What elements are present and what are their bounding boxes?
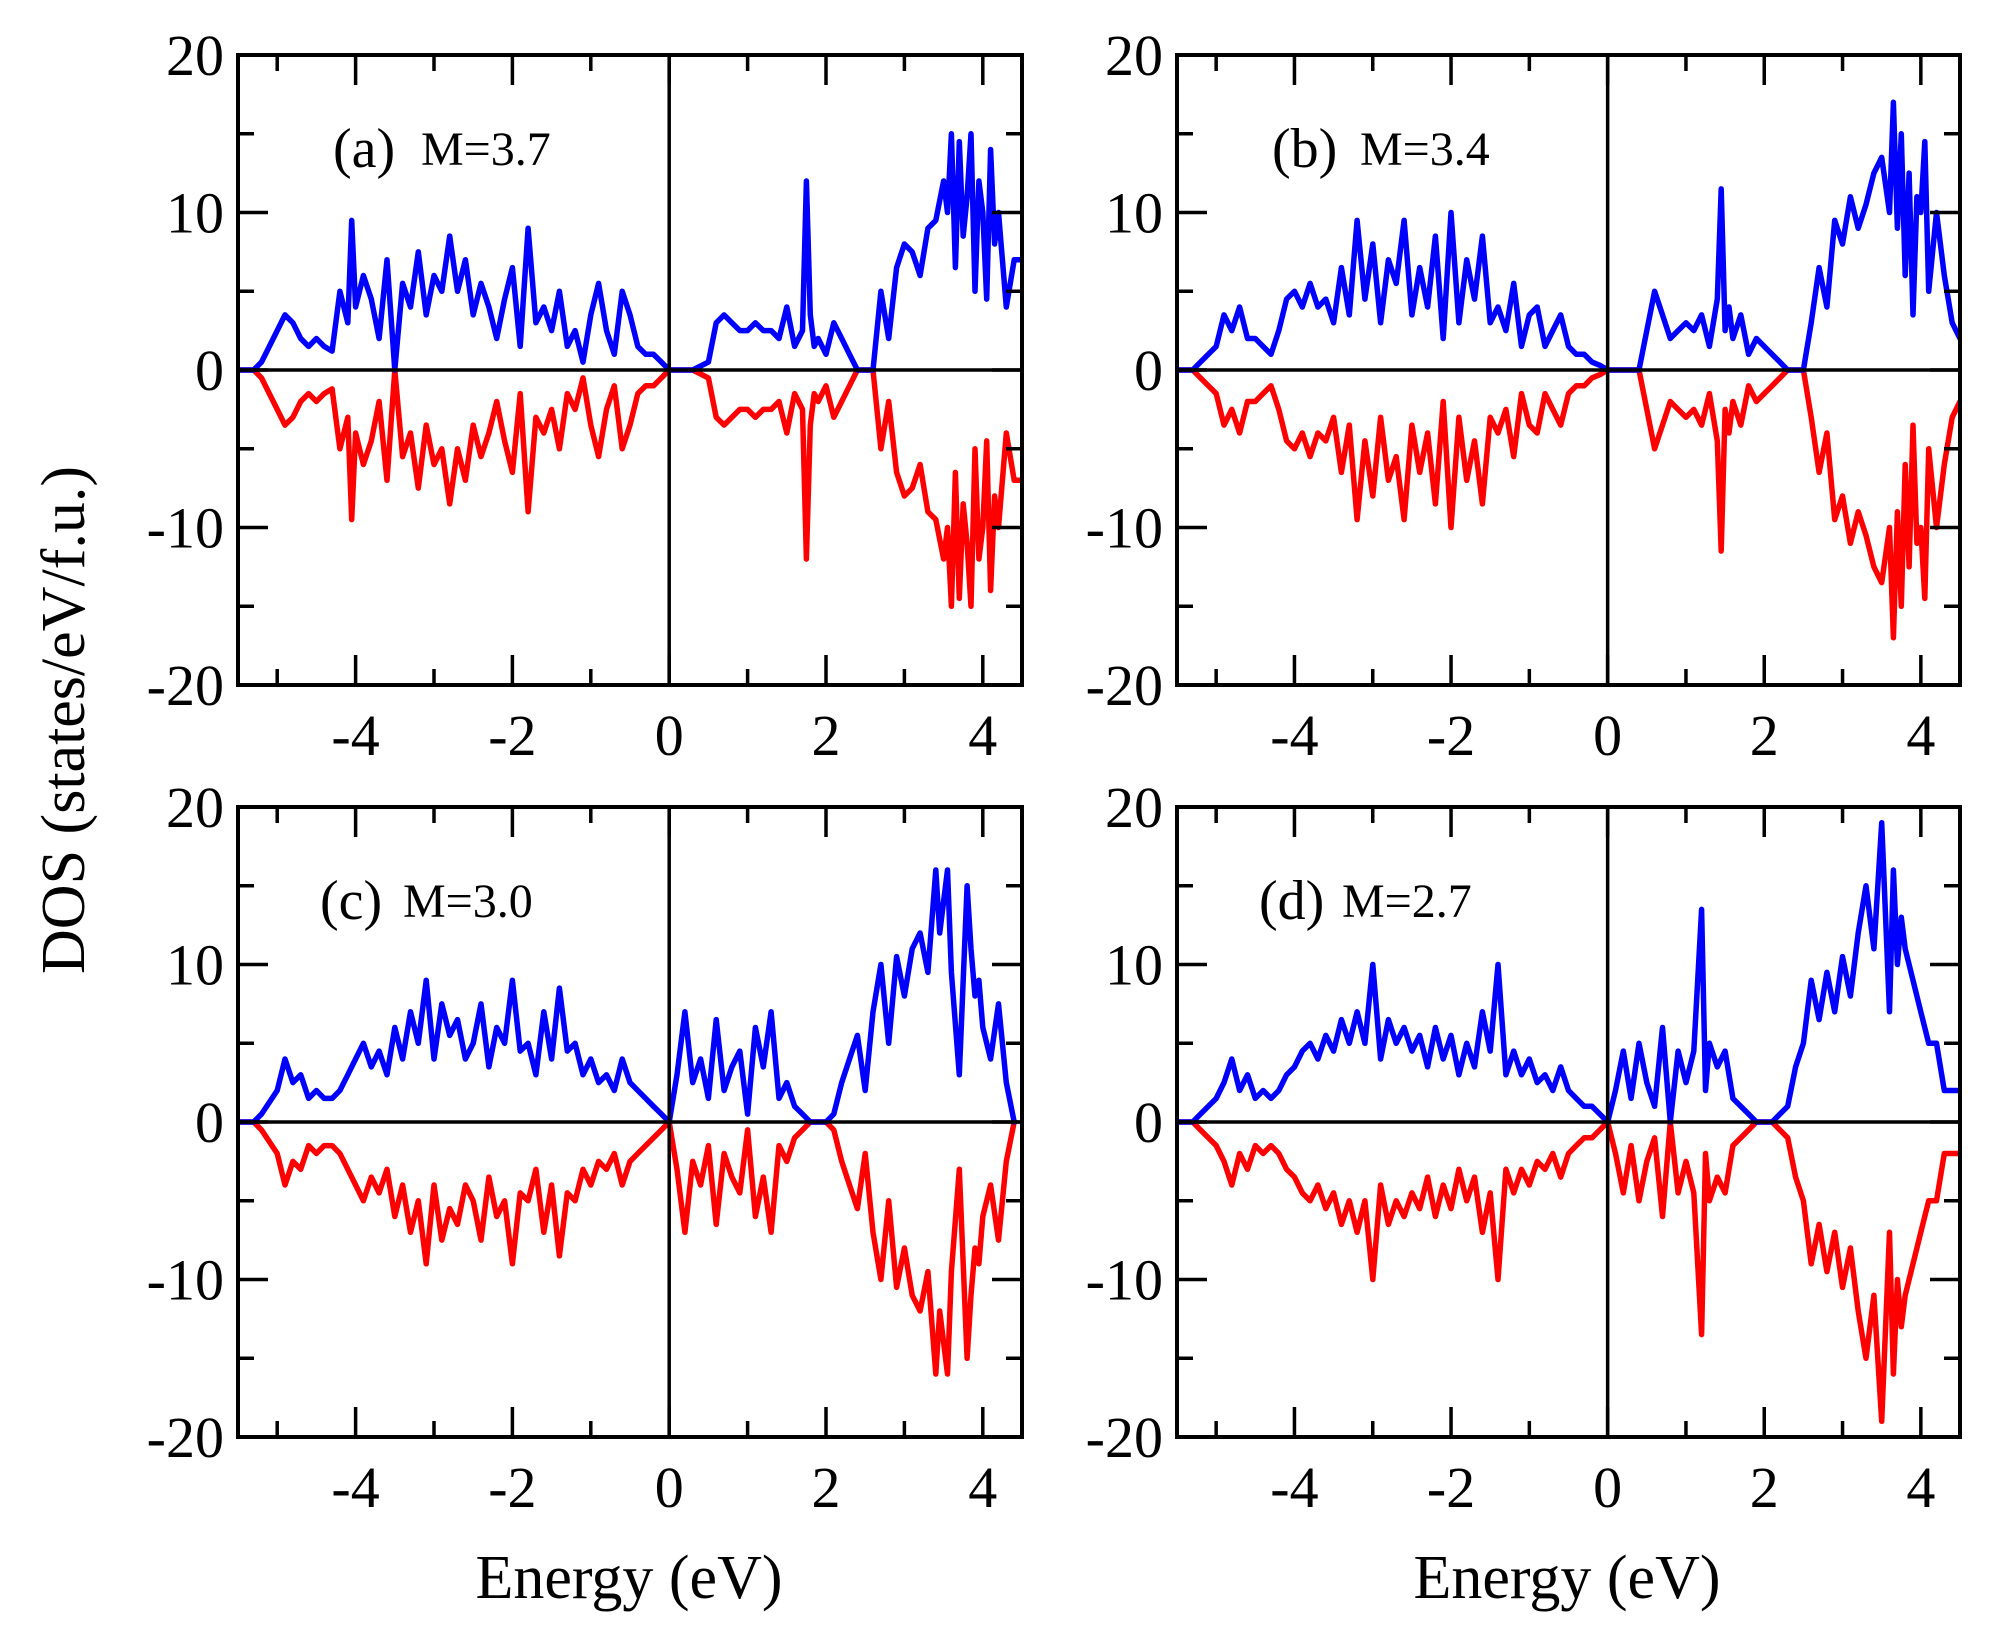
y-tick-label: 10 (1105, 181, 1163, 246)
x-tick-label: -4 (1270, 1455, 1318, 1520)
x-tick-label: -4 (1270, 703, 1318, 768)
spin-up-line (238, 131, 1022, 373)
y-tick-label: -20 (1086, 653, 1163, 718)
y-tick-label: 20 (166, 775, 224, 840)
x-tick-label: 2 (812, 1455, 841, 1520)
x-tick-label: 2 (1750, 1455, 1779, 1520)
panel-letter-label: (d) (1259, 870, 1324, 932)
panel-letter-label: (b) (1272, 118, 1337, 180)
spin-down-line (1177, 1119, 1960, 1425)
y-tick-label: 10 (166, 181, 224, 246)
y-tick-label: -20 (147, 1405, 224, 1470)
series-group (238, 131, 1022, 610)
y-tick-label: 20 (166, 23, 224, 88)
spin-up-line (1177, 820, 1960, 1125)
x-tick-label: -2 (1427, 703, 1475, 768)
spin-down-line (1177, 367, 1960, 641)
y-tick-label: -10 (147, 1248, 224, 1313)
x-tick-label: 4 (1906, 703, 1935, 768)
spin-up-line (1177, 99, 1960, 373)
spin-down-line (238, 367, 1022, 610)
x-tick-label: 2 (1750, 703, 1779, 768)
y-tick-label: 10 (166, 933, 224, 998)
spin-down-line (238, 1119, 1017, 1377)
y-tick-label: -10 (1086, 1248, 1163, 1313)
y-tick-label: 0 (1134, 1090, 1163, 1155)
magnetic-moment-label: M=3.7 (421, 123, 551, 176)
x-tick-label: 0 (1593, 703, 1622, 768)
x-axis-title-right: Energy (eV) (1413, 1544, 1720, 1612)
x-tick-label: 0 (655, 1455, 684, 1520)
y-tick-label: -10 (1086, 496, 1163, 561)
y-tick-label: 0 (195, 338, 224, 403)
panel-letter-label: (a) (333, 118, 395, 180)
x-tick-label: -2 (488, 1455, 536, 1520)
magnetic-moment-label: M=3.0 (403, 875, 533, 928)
x-tick-label: 4 (968, 1455, 997, 1520)
x-tick-label: -2 (488, 703, 536, 768)
x-tick-label: 0 (655, 703, 684, 768)
x-tick-label: 4 (968, 703, 997, 768)
y-tick-label: -20 (147, 653, 224, 718)
y-tick-label: -20 (1086, 1405, 1163, 1470)
x-tick-label: -2 (1427, 1455, 1475, 1520)
x-tick-label: -4 (331, 703, 379, 768)
series-group (238, 867, 1017, 1377)
y-tick-label: 0 (195, 1090, 224, 1155)
x-tick-label: -4 (331, 1455, 379, 1520)
x-axis-title-left: Energy (eV) (475, 1544, 782, 1612)
y-tick-label: -10 (147, 496, 224, 561)
x-tick-label: 0 (1593, 1455, 1622, 1520)
series-group (1177, 820, 1960, 1425)
y-tick-label: 20 (1105, 775, 1163, 840)
x-tick-label: 2 (812, 703, 841, 768)
spin-up-line (238, 867, 1017, 1125)
y-axis-title: DOS (states/eV/f.u.) (30, 466, 98, 974)
panel-letter-label: (c) (320, 870, 382, 932)
x-tick-label: 4 (1906, 1455, 1935, 1520)
magnetic-moment-label: M=3.4 (1360, 123, 1490, 176)
y-tick-label: 0 (1134, 338, 1163, 403)
y-tick-label: 10 (1105, 933, 1163, 998)
y-tick-label: 20 (1105, 23, 1163, 88)
magnetic-moment-label: M=2.7 (1342, 875, 1472, 928)
series-group (1177, 99, 1960, 641)
